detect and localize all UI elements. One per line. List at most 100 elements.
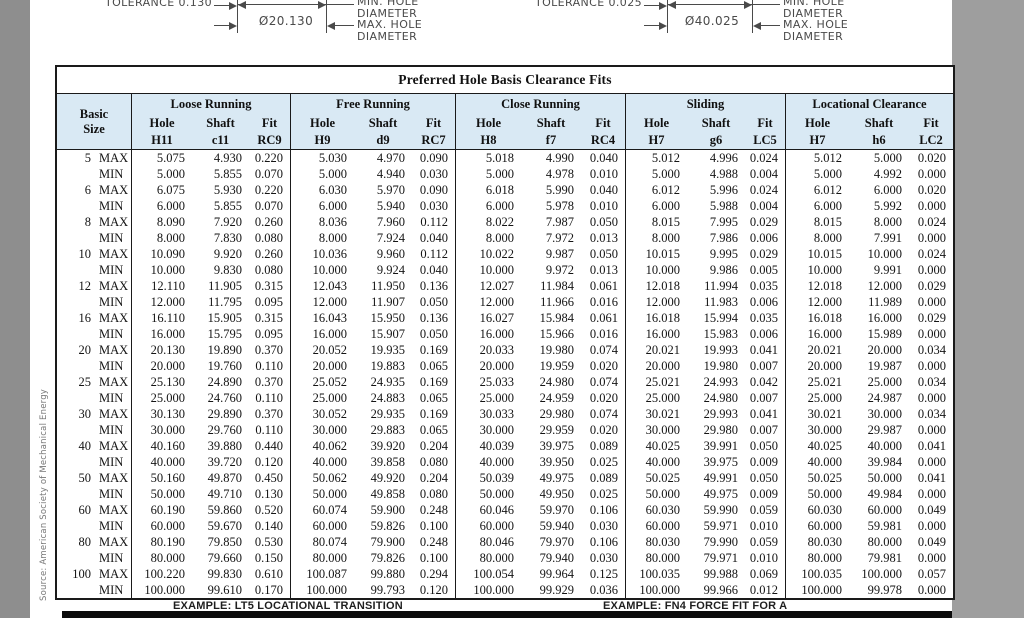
value-cell: 0.012 <box>749 583 778 597</box>
arrow-left-icon <box>753 22 761 30</box>
value-cell: 0.220 <box>254 183 283 197</box>
value-cell: 99.966 <box>703 583 738 597</box>
row-limit-label: MAX <box>99 183 129 197</box>
row-limit-label: MIN <box>99 199 124 213</box>
value-cell: 6.018 <box>455 182 521 198</box>
value-cell: 11.907 <box>371 295 405 309</box>
value-cell: 59.670 <box>207 519 242 533</box>
value-cell: 16.110 <box>131 310 192 326</box>
value-cell: 40.025 <box>785 438 849 454</box>
value-cell: 16.027 <box>455 310 521 326</box>
basic-size-value <box>57 454 93 470</box>
value-cell: 0.000 <box>917 423 946 437</box>
value-cell: 60.000 <box>625 518 687 534</box>
table-row: MIN 5.000 5.855 0.070 5.000 4.940 0.030 5.000 4.… <box>57 166 953 182</box>
basic-size-value: 100 <box>72 567 91 581</box>
min-hole-label: MIN. HOLE DIAMETER <box>783 0 845 19</box>
value-cell: 60.074 <box>290 502 354 518</box>
value-cell: 19.890 <box>207 343 242 357</box>
value-cell: 49.991 <box>703 471 738 485</box>
value-cell: 80.000 <box>625 550 687 566</box>
value-cell: 0.000 <box>917 167 946 181</box>
value-cell: 5.000 <box>131 166 192 182</box>
value-cell: 10.000 <box>131 262 192 278</box>
fits-table: Preferred Hole Basis Clearance Fits Basi… <box>55 65 955 600</box>
row-limit-label: MIN <box>99 519 124 533</box>
value-cell: 99.964 <box>539 567 574 581</box>
symbol-header: H11 <box>131 131 192 149</box>
value-cell: 60.046 <box>455 502 521 518</box>
group-header: Close Running <box>455 94 625 115</box>
value-cell: 0.106 <box>589 535 618 549</box>
value-cell: 25.021 <box>785 374 849 390</box>
row-limit-label: MAX <box>99 439 129 453</box>
value-cell: 49.975 <box>539 471 574 485</box>
value-cell: 19.980 <box>539 343 574 357</box>
value-cell: 0.059 <box>749 535 778 549</box>
value-cell: 0.036 <box>589 583 618 597</box>
bottom-bar <box>62 611 952 618</box>
arrow-right-icon <box>659 2 667 10</box>
value-cell: 0.024 <box>749 183 778 197</box>
table-row: 5 MAX 5.075 4.930 0.220 5.030 4.970 0.090 5.018 4… <box>57 150 953 166</box>
column-header: Shaft <box>206 115 235 130</box>
row-limit-label: MAX <box>99 311 129 325</box>
value-cell: 5.012 <box>785 150 849 166</box>
right-gray-strip <box>952 0 1024 618</box>
source-note: Source: American Society of Mechanical E… <box>39 388 49 601</box>
table-row: 30 MAX 30.130 29.890 0.370 30.052 29.935 0.169 3… <box>57 406 953 422</box>
left-gray-strip <box>0 0 30 618</box>
value-cell: 20.130 <box>131 342 192 358</box>
value-cell: 0.220 <box>254 151 283 165</box>
value-cell: 25.000 <box>455 390 521 406</box>
value-cell: 6.012 <box>785 182 849 198</box>
value-cell: 6.000 <box>131 198 192 214</box>
value-cell: 0.034 <box>917 407 946 421</box>
value-cell: 49.858 <box>370 487 405 501</box>
basic-size-value <box>57 294 93 310</box>
value-cell: 4.988 <box>709 167 738 181</box>
value-cell: 0.035 <box>749 279 778 293</box>
value-cell: 60.030 <box>785 502 849 518</box>
row-limit-label: MAX <box>99 151 129 165</box>
table-row: 80 MAX 80.190 79.850 0.530 80.074 79.900 0.248 8… <box>57 534 953 550</box>
value-cell: 0.024 <box>917 247 946 261</box>
symbol-header: RC4 <box>590 132 616 147</box>
value-cell: 0.050 <box>749 471 778 485</box>
value-cell: 15.905 <box>207 311 242 325</box>
min-hole-line2: DIAMETER <box>783 6 844 20</box>
value-cell: 25.021 <box>625 374 687 390</box>
value-cell: 8.000 <box>455 230 521 246</box>
value-cell: 25.000 <box>625 390 687 406</box>
value-cell: 0.040 <box>589 183 618 197</box>
value-cell: 0.010 <box>749 551 778 565</box>
value-cell: 39.880 <box>207 439 242 453</box>
value-cell: 100.000 <box>290 582 354 598</box>
value-cell: 15.966 <box>539 327 574 341</box>
value-cell: 0.000 <box>917 327 946 341</box>
column-header: Hole <box>455 115 521 131</box>
basic-size-value <box>57 550 93 566</box>
max-hole-line2: DIAMETER <box>357 29 418 43</box>
value-cell: 9.995 <box>709 247 738 261</box>
group-header: Locational Clearance <box>785 94 953 115</box>
value-cell: 0.110 <box>255 359 283 373</box>
symbol-header: d9 <box>376 132 390 147</box>
value-cell: 0.020 <box>589 359 618 373</box>
value-cell: 0.074 <box>589 407 618 421</box>
value-cell: 0.000 <box>917 519 946 533</box>
value-cell: 59.970 <box>539 503 574 517</box>
value-cell: 80.000 <box>455 550 521 566</box>
value-cell: 30.052 <box>290 406 354 422</box>
value-cell: 5.992 <box>873 199 902 213</box>
value-cell: 0.024 <box>917 215 946 229</box>
value-cell: 12.000 <box>785 294 849 310</box>
value-cell: 80.000 <box>867 535 902 549</box>
value-cell: 0.000 <box>917 551 946 565</box>
example-caption-right: EXAMPLE: FN4 FORCE FIT FOR A <box>603 600 788 612</box>
value-cell: 0.010 <box>749 519 778 533</box>
basic-size-value <box>57 198 93 214</box>
column-header: Hole <box>625 115 687 131</box>
value-cell: 60.000 <box>131 518 192 534</box>
arrow-left-icon <box>238 1 246 9</box>
